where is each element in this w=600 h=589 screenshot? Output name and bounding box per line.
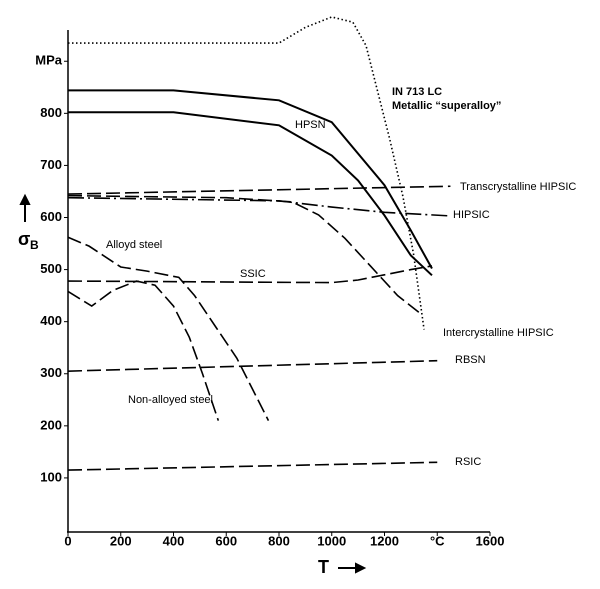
y-tick-label: 100 <box>40 469 62 484</box>
series-label: RSIC <box>455 456 481 468</box>
x-arrow <box>338 562 367 574</box>
x-tick-label: 200 <box>110 533 132 548</box>
series-label: HPSN <box>295 119 326 131</box>
x-tick-label: 400 <box>163 533 185 548</box>
x-tick-label: 1000 <box>317 533 346 548</box>
y-tick-label: 800 <box>40 105 62 120</box>
y-tick-label: 300 <box>40 365 62 380</box>
y-axis-label: σ <box>18 229 30 249</box>
y-axis-label-subscript: B <box>30 238 39 252</box>
series-line <box>67 196 451 217</box>
series-line <box>67 280 220 421</box>
x-axis-label: T <box>318 557 329 577</box>
series-line <box>67 185 451 195</box>
series-label: RBSN <box>455 354 486 366</box>
series-line <box>67 194 420 313</box>
x-tick-label: 600 <box>215 533 237 548</box>
x-tick-label: °C <box>430 533 445 548</box>
y-tick-label: 400 <box>40 313 62 328</box>
series-label: Alloyd steel <box>106 239 162 251</box>
series-label: HIPSIC <box>453 209 490 221</box>
y-tick-label: 500 <box>40 261 62 276</box>
x-tick-label: 0 <box>64 533 71 548</box>
x-tick-label: 1600 <box>476 533 505 548</box>
series-label: Intercrystalline HIPSIC <box>443 327 554 339</box>
series-label: Non-alloyed steel <box>128 394 213 406</box>
y-tick-label: 700 <box>40 157 62 172</box>
x-tick-label: 800 <box>268 533 290 548</box>
y-tick-label: 200 <box>40 417 62 432</box>
series-label: Transcrystalline HIPSIC <box>460 181 576 193</box>
series-line <box>68 89 433 270</box>
y-arrow <box>19 193 31 222</box>
series-label: SSIC <box>240 268 266 280</box>
series-line <box>67 461 438 471</box>
series-line <box>68 111 433 277</box>
annotation: Metallic “superalloy” <box>392 100 501 112</box>
y-tick-label: 600 <box>40 209 62 224</box>
y-tick-label: MPa <box>35 53 63 68</box>
series-line <box>67 236 270 421</box>
series-label: IN 713 LC <box>392 86 442 98</box>
series-line <box>67 359 438 372</box>
x-tick-label: 1200 <box>370 533 399 548</box>
series-line <box>67 265 433 284</box>
